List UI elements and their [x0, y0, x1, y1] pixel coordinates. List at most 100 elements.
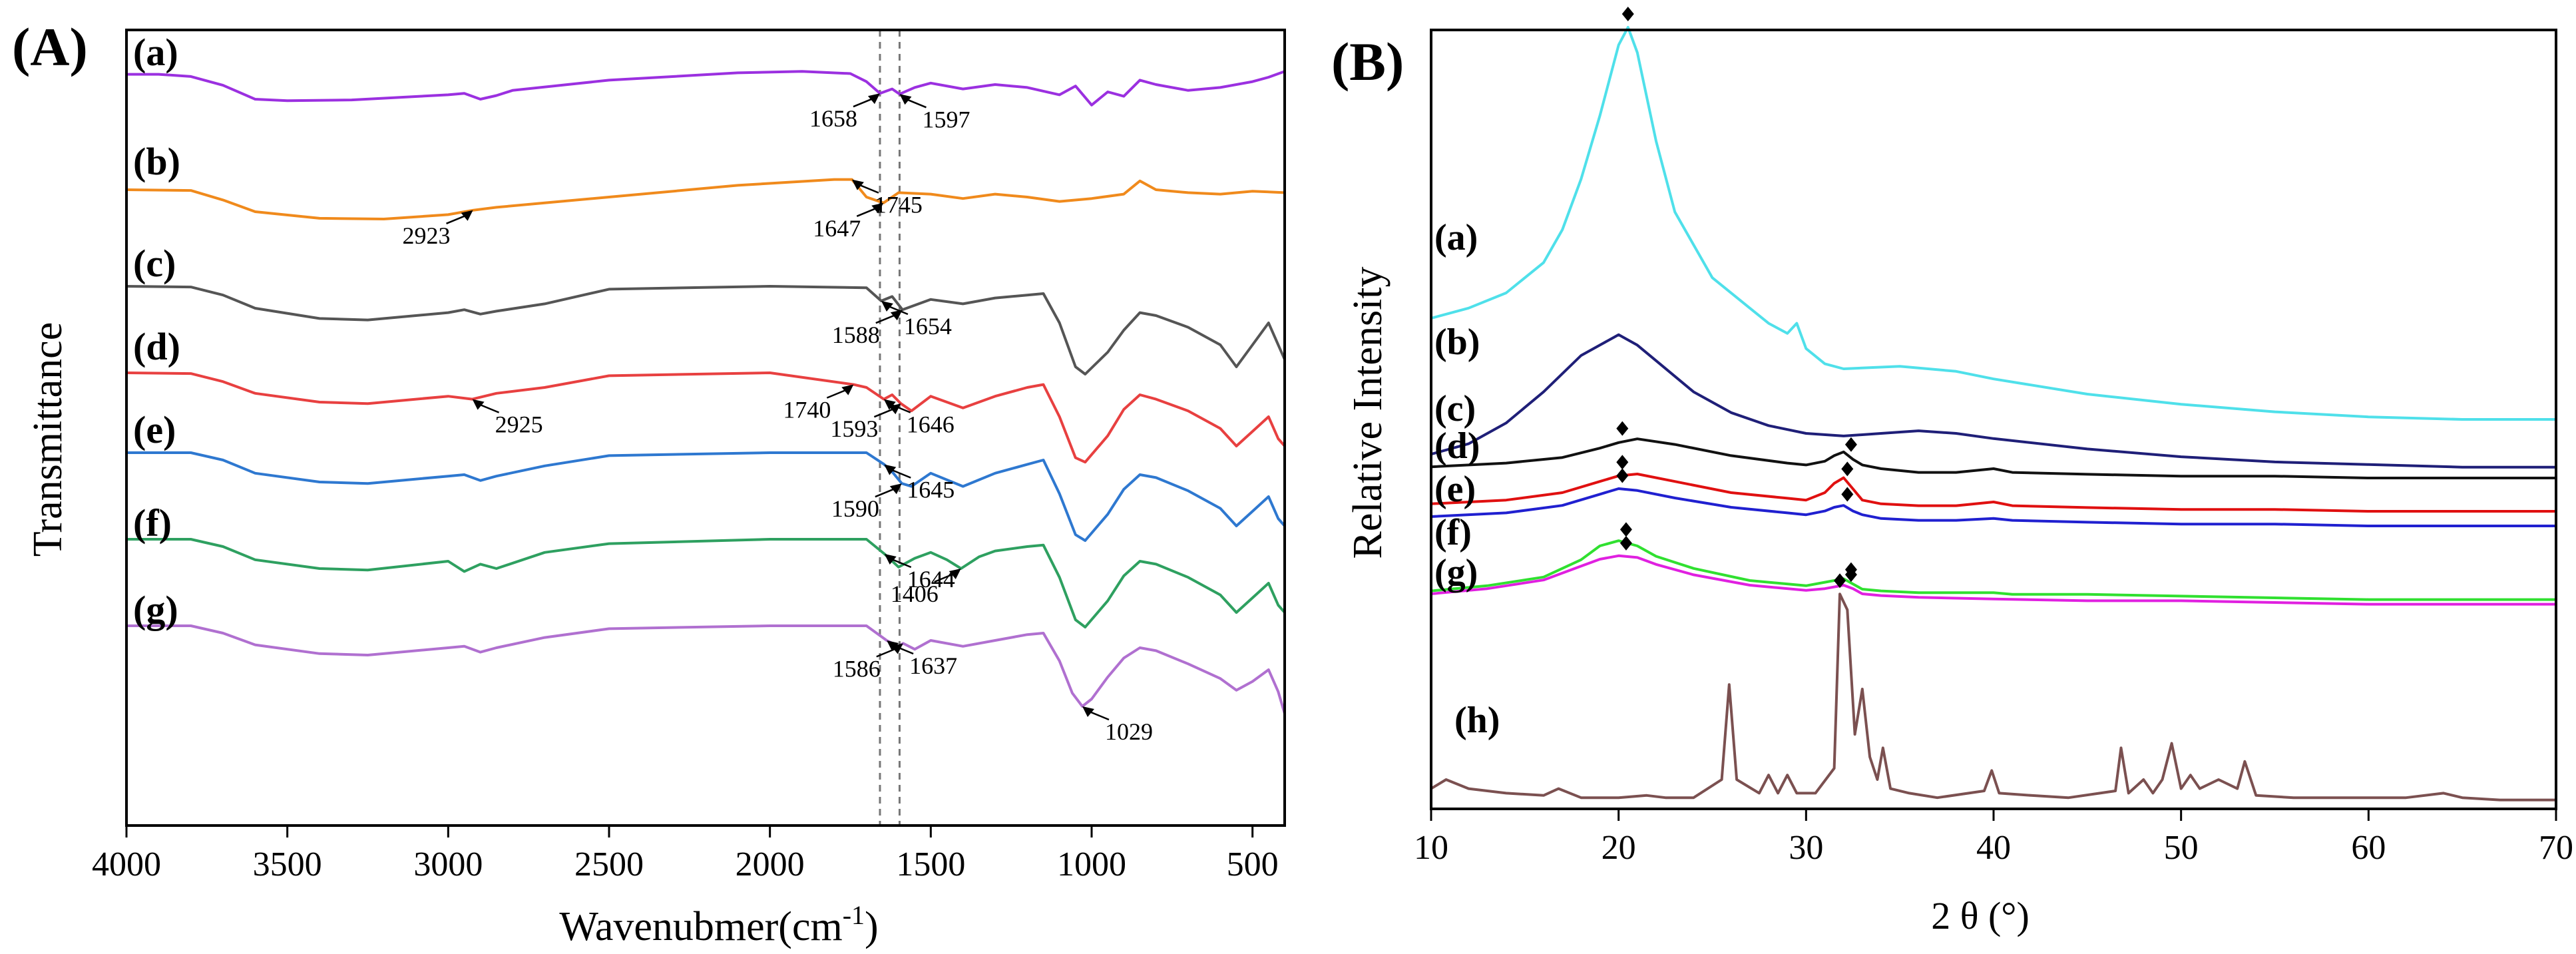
- xrd-series-line: [1430, 437, 2556, 479]
- ftir-series-line: [126, 285, 1286, 375]
- x-axis-label: 2 θ (°): [1931, 894, 2030, 937]
- annotation-arrowhead: [461, 210, 473, 221]
- xrd-axes-frame: [1430, 29, 2557, 810]
- panel-label: (A): [12, 17, 88, 77]
- series-label: (h): [1454, 700, 1500, 741]
- x-tick-label: 20: [1602, 829, 1636, 867]
- peak-annotation: 1597: [922, 106, 970, 132]
- ftir-series-line: [126, 451, 1286, 542]
- series-label: (g): [133, 588, 178, 631]
- peak-annotation: 1588: [832, 322, 880, 348]
- x-tick-label: 500: [1227, 845, 1279, 883]
- xrd-series-line: [1430, 554, 2556, 606]
- peak-annotation: 1593: [830, 415, 878, 442]
- series-label: (a): [133, 31, 178, 74]
- peak-annotation: 1586: [833, 655, 881, 682]
- xrd-series-line: [1430, 487, 2556, 527]
- panel-label: (B): [1331, 31, 1404, 92]
- series-label: (g): [1434, 552, 1478, 593]
- x-tick-label: 2500: [574, 845, 644, 883]
- xrd-panel: (B) Relative Intensity 2 θ (°) (a) (b) (c)…: [1331, 7, 2573, 937]
- annotation-arrowhead: [889, 403, 901, 415]
- peak-annotation: 1745: [875, 192, 923, 218]
- peak-marker: [1616, 421, 1629, 436]
- series-label: (c): [133, 242, 176, 285]
- peak-annotation: 1590: [831, 495, 879, 522]
- peak-marker: [1616, 468, 1629, 483]
- peak-annotation: 1647: [813, 215, 861, 242]
- peak-annotation: 1637: [909, 652, 957, 679]
- annotation-arrowhead: [884, 554, 897, 565]
- x-axis-label: Wavenubmer(cm-1): [559, 900, 878, 949]
- peak-annotation: 1646: [907, 411, 955, 438]
- annotation-arrowhead: [881, 301, 893, 312]
- peak-marker: [1621, 7, 1634, 21]
- ftir-series-line: [126, 371, 1286, 464]
- x-tick-label: 1500: [896, 845, 965, 883]
- peak-annotation: 1654: [904, 313, 952, 340]
- xrd-series-line: [1430, 333, 2556, 469]
- series-label: (e): [1434, 469, 1476, 510]
- x-tick-label: 4000: [92, 845, 161, 883]
- peak-marker: [1619, 522, 1632, 537]
- x-tick-label: 60: [2351, 829, 2386, 867]
- xrd-series-line: [1430, 593, 2556, 802]
- peak-annotation: 1406: [891, 581, 939, 607]
- annotation-arrowhead: [1082, 706, 1094, 717]
- series-label: (b): [1434, 322, 1480, 363]
- ftir-panel: (A) Transmittance Wavenubmer(cm-1) (a) (b…: [12, 17, 1286, 949]
- x-tick-label: 40: [1976, 829, 2011, 867]
- peak-annotation: 1740: [783, 397, 831, 423]
- ftir-series-line: [126, 178, 1285, 220]
- annotation-arrowhead: [841, 384, 854, 395]
- series-label: (f): [1434, 512, 1472, 553]
- annotation-arrowhead: [899, 94, 912, 105]
- annotation-arrowhead: [472, 399, 485, 410]
- peak-annotation: 1658: [809, 105, 857, 132]
- annotation-arrowhead: [867, 93, 880, 105]
- y-axis-label: Relative Intensity: [1345, 266, 1391, 559]
- ftir-series-line: [126, 538, 1286, 628]
- x-tick-label: 3500: [253, 845, 322, 883]
- peak-annotation: 1644: [907, 566, 955, 593]
- x-tick-label: 1000: [1057, 845, 1126, 883]
- series-label: (f): [133, 501, 172, 545]
- ftir-plot-area: (a) (b) (c) (d) (e) (f) (g) 1658 1597 2923 1745 164…: [92, 30, 1286, 883]
- series-label: (a): [1434, 217, 1478, 258]
- peak-marker: [1844, 437, 1857, 452]
- peak-annotation: 2923: [403, 222, 451, 249]
- xrd-series-line: [1430, 26, 2556, 421]
- peak-marker: [1841, 487, 1854, 502]
- peak-annotation: 2925: [495, 411, 543, 438]
- xrd-plot-area: (a) (b) (c)(d)(e)(f)(g) (h) 10 20 30 40 50 60 70: [1414, 7, 2573, 867]
- x-tick-label: 3000: [413, 845, 483, 883]
- y-axis-label: Transmittance: [25, 322, 71, 557]
- x-tick-label: 50: [2164, 829, 2199, 867]
- annotation-arrowhead: [851, 179, 864, 190]
- series-label: (e): [133, 408, 176, 451]
- series-label: (d): [133, 325, 180, 368]
- annotation-arrowhead: [890, 310, 903, 321]
- peak-marker: [1834, 573, 1846, 589]
- peak-marker: [1616, 455, 1629, 470]
- annotation-arrowhead: [891, 643, 903, 654]
- peak-marker: [1844, 567, 1857, 583]
- annotation-arrowhead: [883, 399, 896, 410]
- x-tick-label: 30: [1789, 829, 1823, 867]
- x-tick-label: 70: [2539, 829, 2573, 867]
- series-label: (b): [133, 140, 180, 183]
- annotation-arrowhead: [889, 483, 902, 495]
- peak-marker: [1619, 535, 1632, 551]
- ftir-series-line: [126, 70, 1285, 107]
- peak-marker: [1841, 461, 1854, 477]
- series-label: (c): [1434, 388, 1476, 429]
- annotation-arrowhead: [871, 202, 884, 214]
- x-tick-label: 10: [1414, 829, 1448, 867]
- series-label: (d): [1434, 425, 1480, 467]
- ftir-series-line: [126, 624, 1286, 714]
- annotation-arrowhead: [884, 464, 897, 475]
- annotation-arrowhead: [949, 569, 961, 579]
- x-tick-label: 2000: [736, 845, 805, 883]
- ftir-axes-frame: [125, 29, 1286, 827]
